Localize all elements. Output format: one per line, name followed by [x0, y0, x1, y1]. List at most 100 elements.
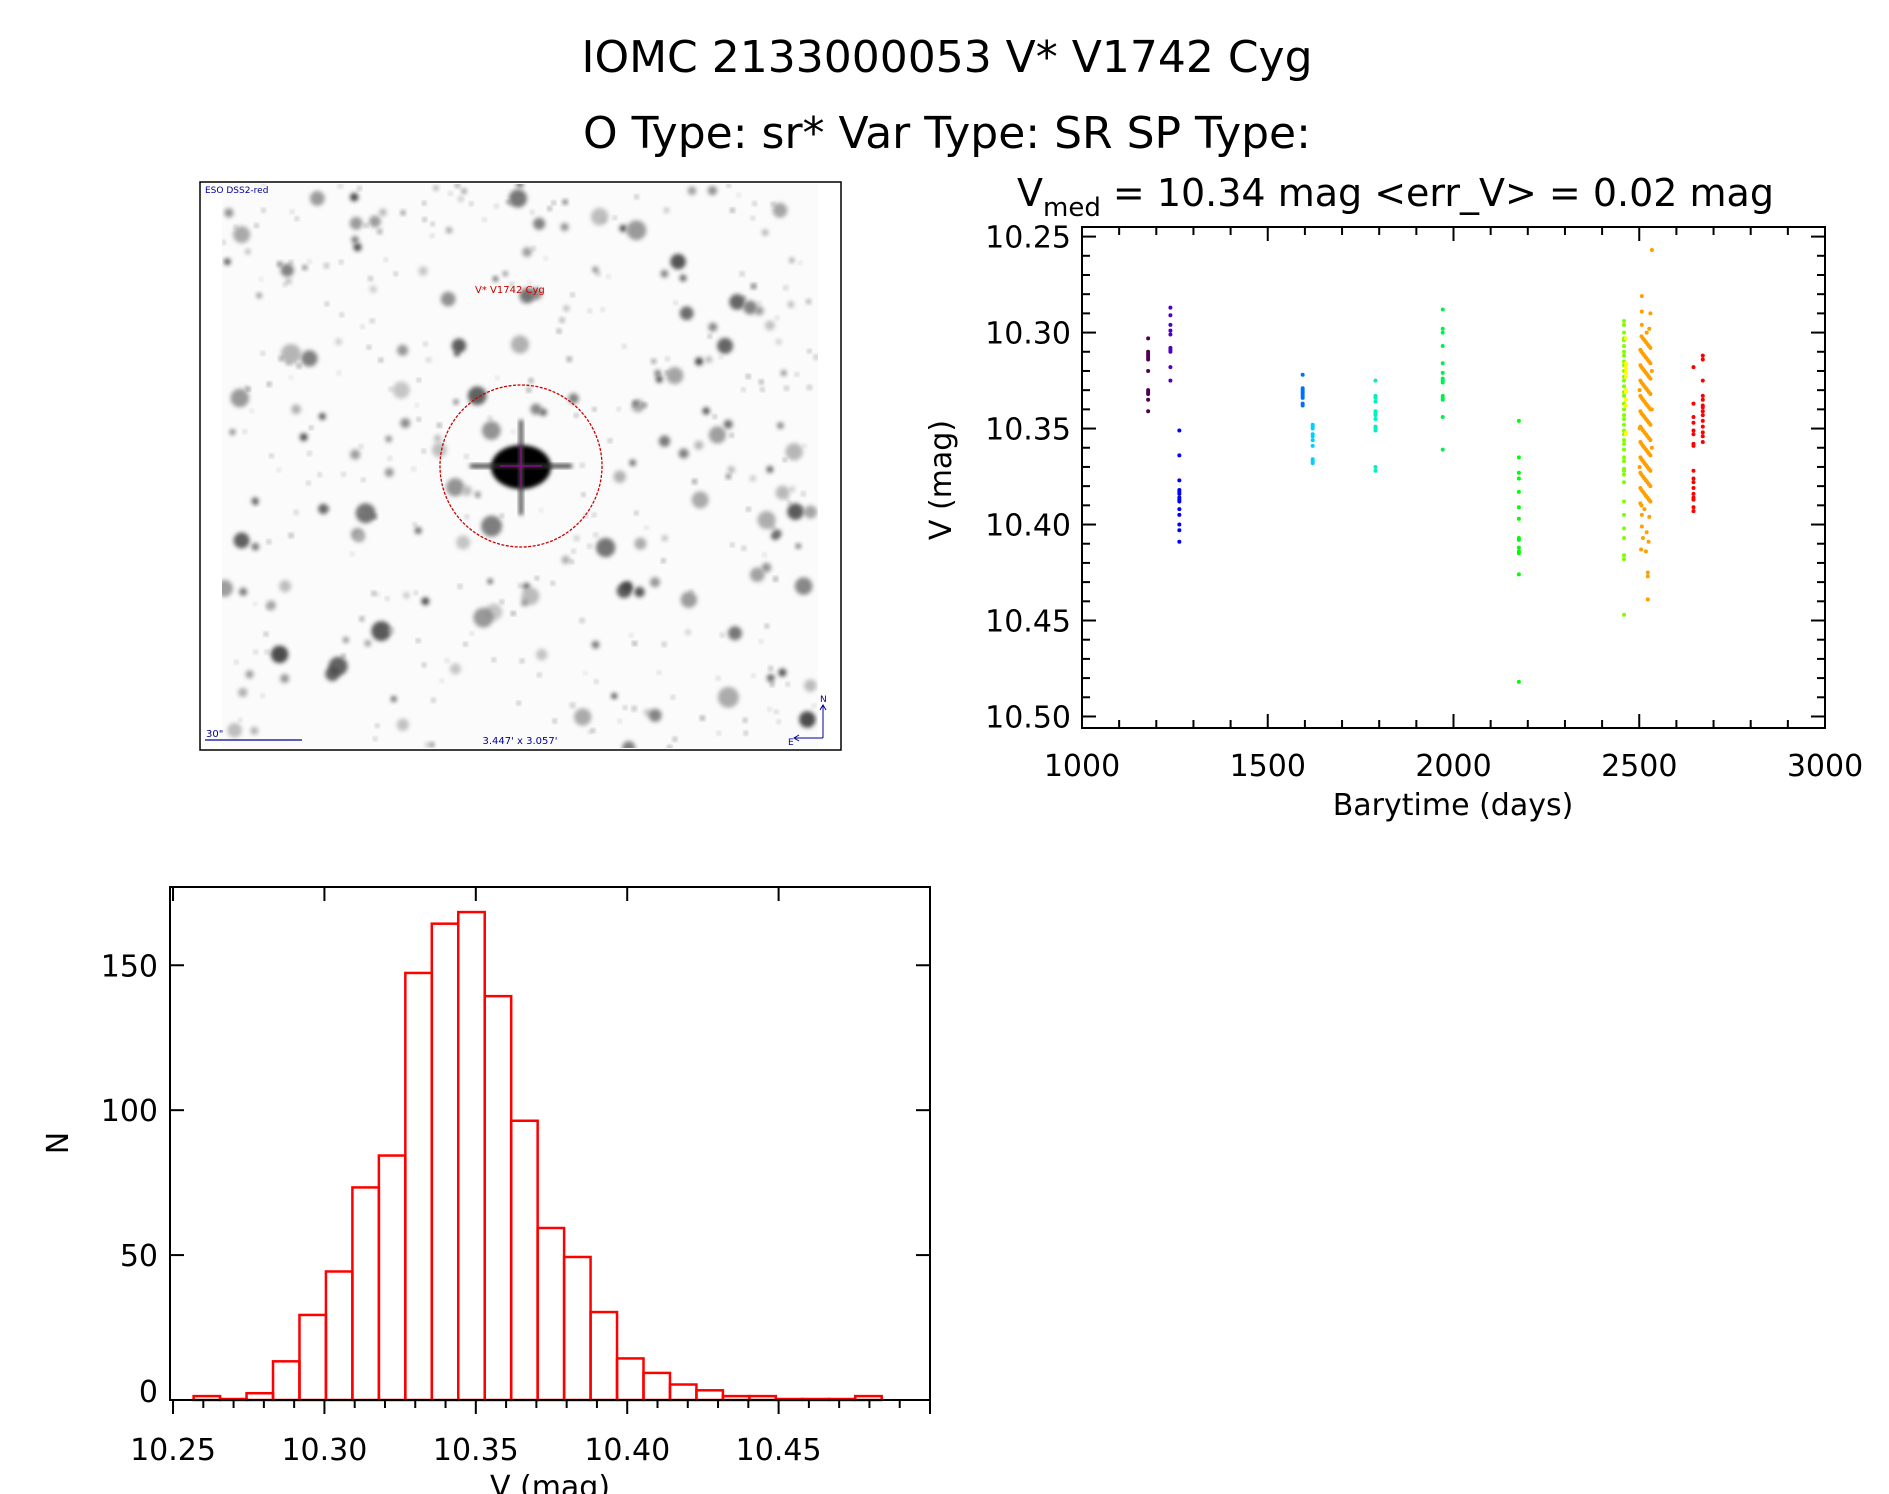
star [629, 459, 636, 467]
star [750, 475, 756, 482]
star [392, 381, 410, 399]
data-point [1700, 424, 1705, 429]
star [689, 590, 694, 594]
data-point [1622, 319, 1627, 324]
star [634, 586, 645, 598]
star [418, 266, 428, 276]
compass-arrows [793, 704, 827, 742]
star [803, 444, 807, 448]
star [337, 371, 341, 375]
data-point [1646, 405, 1651, 410]
star [768, 666, 773, 671]
hist-bar [536, 1226, 566, 1402]
star [390, 695, 397, 703]
data-point [1691, 468, 1696, 473]
data-point [1622, 612, 1627, 617]
star [687, 186, 697, 195]
star [623, 706, 627, 710]
star [581, 493, 585, 497]
star [500, 600, 504, 604]
star [611, 692, 618, 699]
star [364, 639, 372, 647]
north-label: N [820, 695, 827, 705]
data-point [1516, 505, 1521, 510]
star [279, 580, 292, 593]
star [307, 259, 312, 263]
hist-bar [668, 1383, 698, 1402]
star [532, 246, 536, 251]
star [717, 337, 734, 354]
data-point [1622, 553, 1627, 558]
data-point [1622, 526, 1627, 531]
star [580, 618, 585, 623]
star [613, 470, 627, 483]
star [359, 444, 363, 449]
star [632, 400, 638, 406]
data-point [1622, 413, 1627, 418]
data-point [1700, 430, 1705, 435]
light-curve-ticks: 1000 1500 2000 2500 3000 10.25 10.30 10.35 10.40… [985, 221, 1863, 784]
data-point [1623, 336, 1628, 341]
star [799, 506, 803, 510]
star [743, 300, 758, 315]
hist-bar [271, 1360, 301, 1402]
star [230, 388, 250, 408]
star [717, 731, 721, 735]
star [238, 687, 248, 698]
star [751, 283, 756, 288]
star [256, 292, 262, 299]
data-point [1622, 353, 1627, 358]
star [770, 682, 774, 687]
star [449, 663, 461, 675]
star [373, 737, 377, 741]
star [784, 386, 789, 391]
star [368, 276, 373, 281]
star [583, 671, 587, 675]
star [801, 492, 806, 496]
star [562, 199, 568, 205]
star [553, 719, 557, 723]
star [451, 338, 467, 353]
star [250, 726, 259, 735]
star [266, 605, 271, 610]
data-point [1623, 363, 1628, 368]
star [233, 226, 251, 244]
star [222, 579, 233, 597]
data-point [1146, 392, 1151, 396]
star [389, 387, 393, 391]
star [500, 514, 504, 518]
data-point [1638, 455, 1643, 460]
y-tick-label: 150 [101, 949, 158, 984]
star [291, 404, 302, 415]
star [422, 449, 426, 453]
hist-bar [377, 1154, 407, 1402]
data-point [1516, 489, 1521, 494]
star [359, 510, 363, 514]
star [745, 375, 749, 379]
data-point [1643, 416, 1648, 421]
star [254, 223, 258, 228]
data-point [1640, 367, 1645, 372]
data-point [1639, 512, 1644, 517]
star [530, 403, 542, 415]
data-point [1623, 390, 1628, 395]
histogram-ticks: 10.25 10.30 10.35 10.40 10.45 0 50 100 150 [101, 887, 931, 1468]
star [384, 258, 388, 262]
star [591, 640, 600, 649]
star [369, 285, 377, 293]
star [367, 345, 371, 349]
star [757, 301, 761, 306]
star [702, 407, 710, 415]
star [773, 529, 782, 538]
star-field [222, 184, 818, 748]
data-point [1622, 557, 1627, 562]
star [622, 741, 636, 748]
star [661, 559, 665, 563]
star [783, 285, 788, 290]
data-point [1168, 349, 1173, 354]
data-point [1638, 501, 1643, 506]
star [774, 710, 779, 714]
data-point [1622, 330, 1627, 335]
star [744, 731, 748, 735]
star [283, 283, 287, 287]
